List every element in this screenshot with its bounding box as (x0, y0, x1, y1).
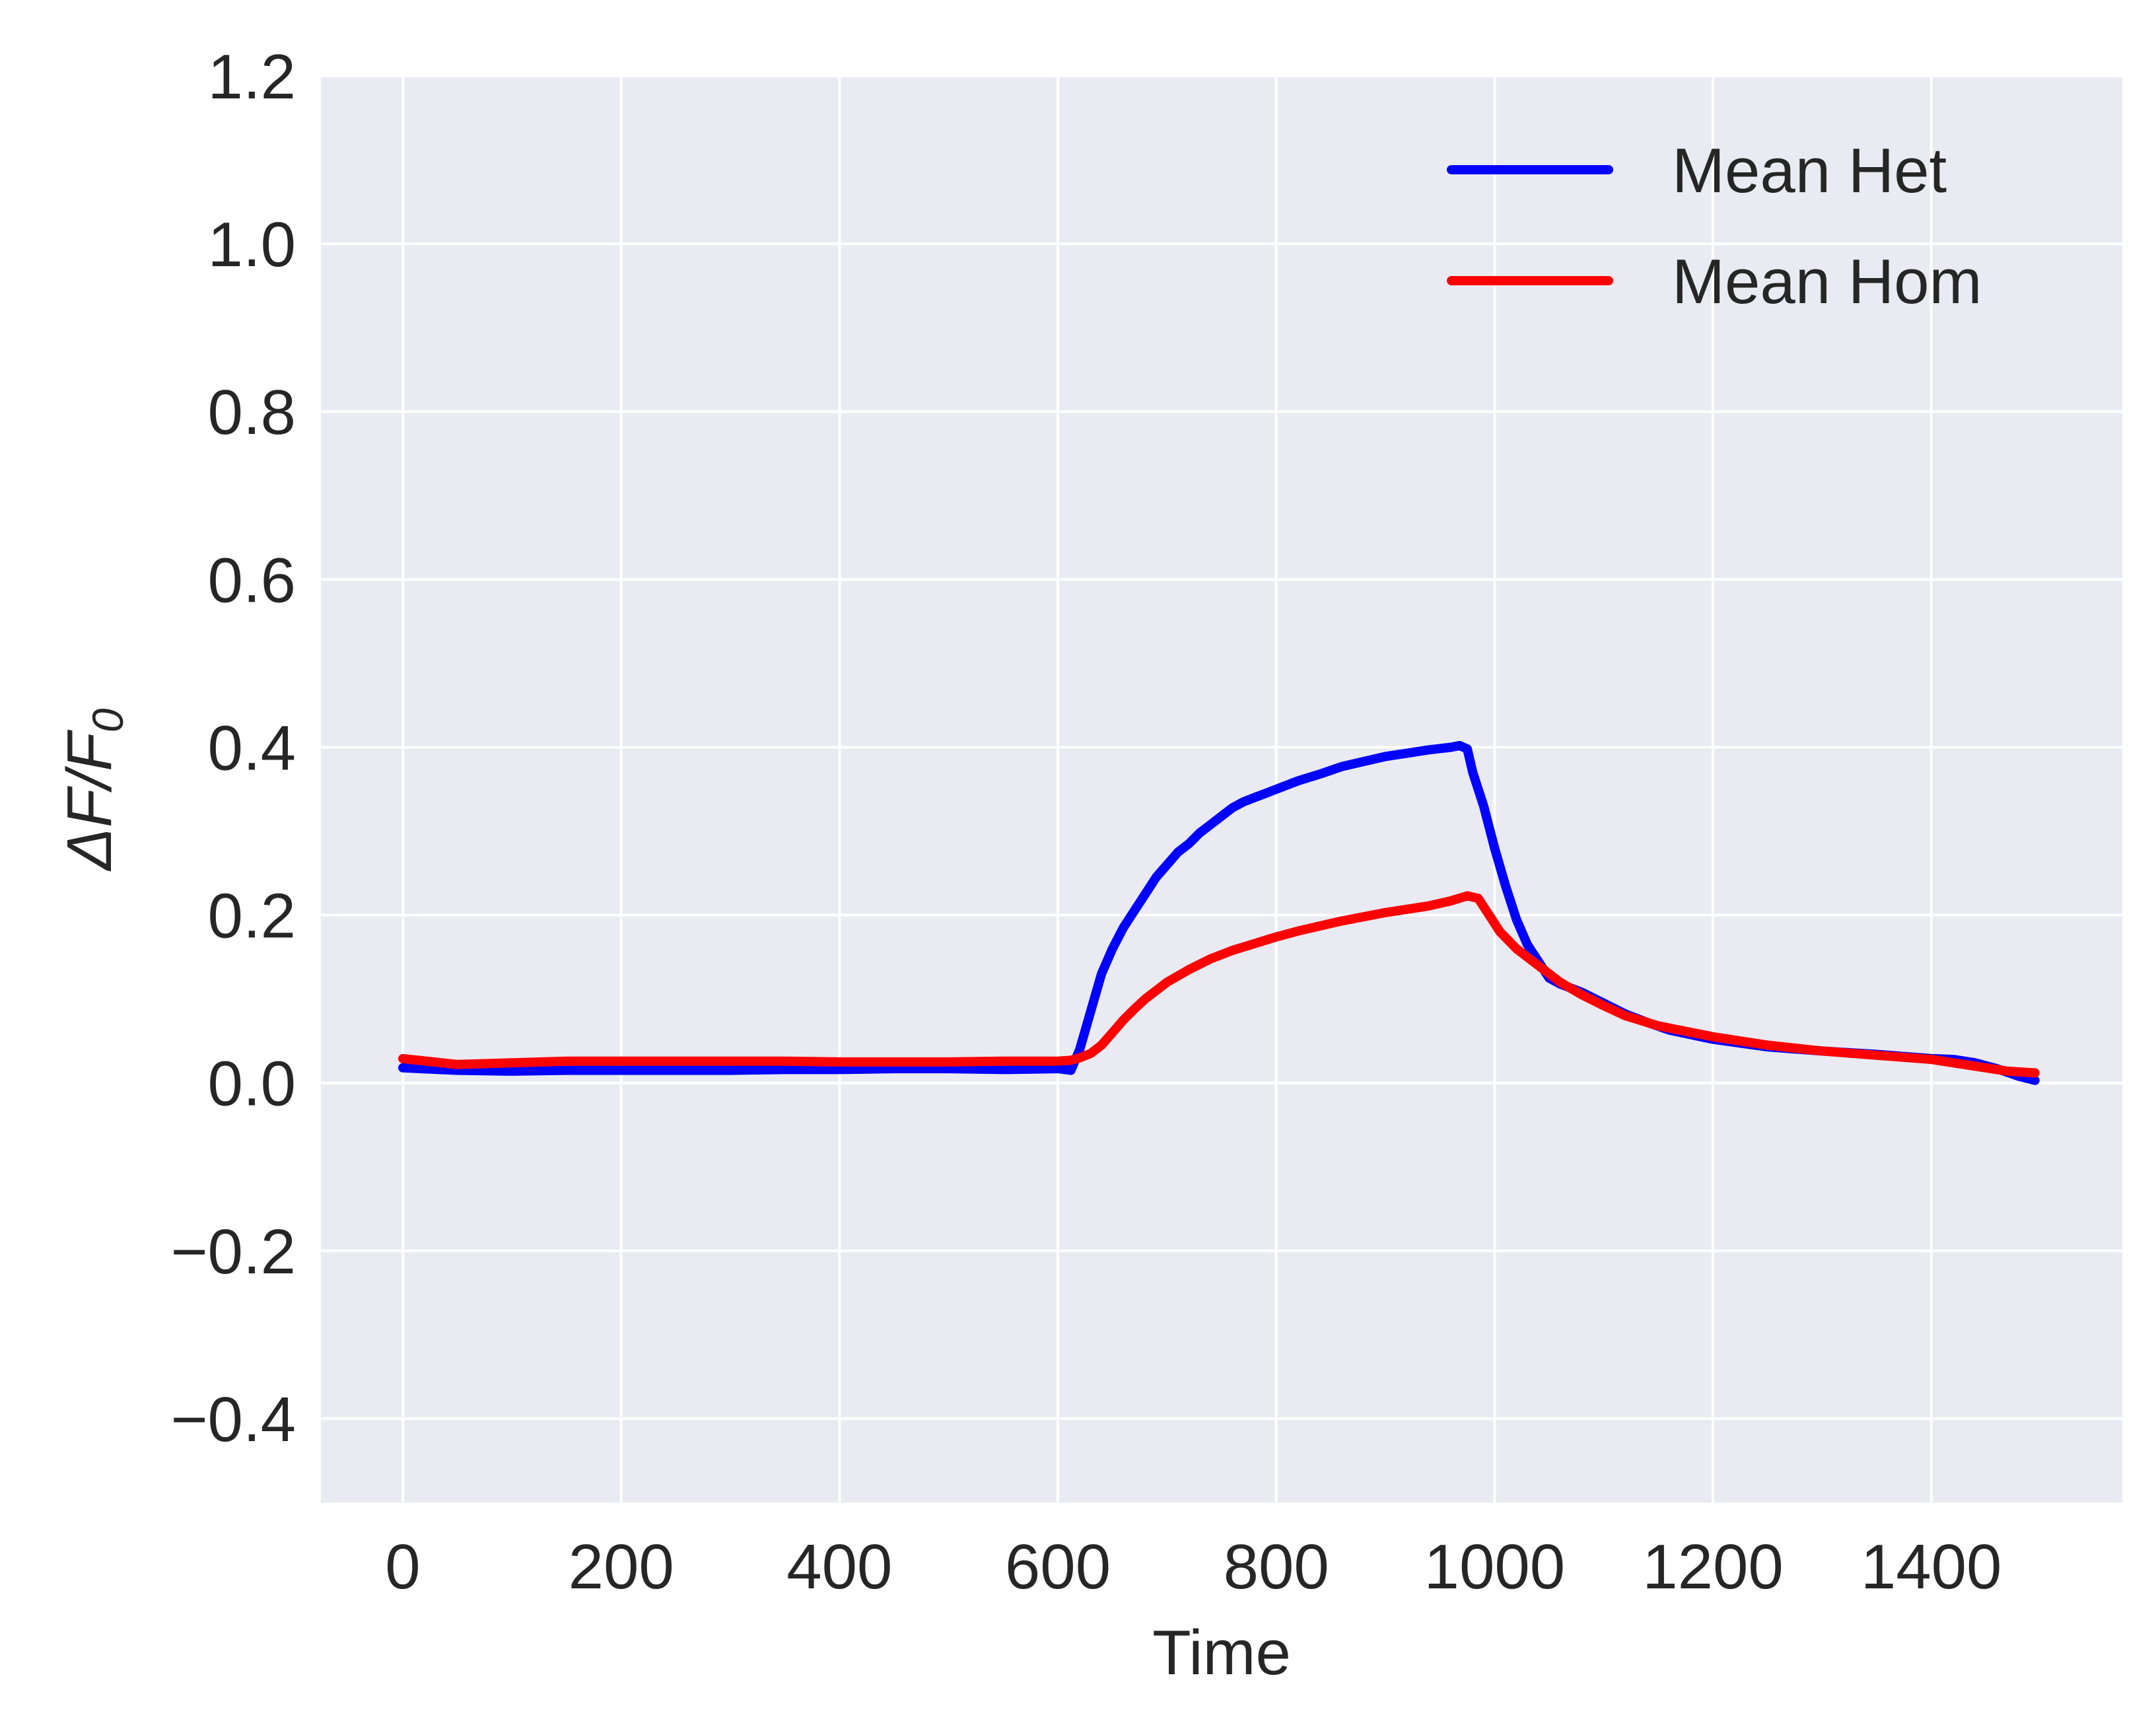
x-tick-label: 800 (1224, 1532, 1329, 1602)
legend: Mean Het Mean Hom (1447, 135, 1982, 317)
y-tick-label: 1.2 (208, 42, 296, 112)
x-tick-labels: 0 200 400 600 800 1000 1200 1400 (385, 1532, 2001, 1602)
y-tick-label: 1.0 (208, 209, 296, 280)
y-tick-label: 0.0 (208, 1049, 296, 1119)
y-tick-label: 0.4 (208, 713, 296, 783)
y-gridlines (321, 75, 2122, 1420)
x-tick-label: 600 (1005, 1532, 1111, 1602)
y-tick-label: −0.2 (170, 1217, 296, 1287)
x-axis-label: Time (1152, 1617, 1291, 1688)
y-axis-label: ΔF/F0 (54, 708, 132, 871)
x-tick-label: 1200 (1642, 1532, 1784, 1602)
legend-label-mean-hom: Mean Hom (1672, 246, 1982, 317)
y-tick-label: 0.6 (208, 545, 296, 616)
x-tick-label: 200 (569, 1532, 674, 1602)
x-tick-label: 0 (385, 1532, 420, 1602)
legend-label-mean-het: Mean Het (1672, 135, 1947, 206)
svg-text:ΔF/F0: ΔF/F0 (54, 708, 132, 871)
y-tick-label: 0.2 (208, 881, 296, 952)
series-line-mean-hom (398, 891, 2040, 1078)
x-tick-label: 1000 (1424, 1532, 1566, 1602)
y-tick-label: −0.4 (170, 1384, 296, 1455)
x-tick-label: 1400 (1861, 1532, 2002, 1602)
y-tick-labels: −0.4 −0.2 0.0 0.2 0.4 0.6 0.8 1.0 1.2 (170, 42, 296, 1455)
x-gridlines (401, 76, 1933, 1503)
y-axis-label-subscript: 0 (83, 708, 132, 732)
series-layer (398, 740, 2040, 1085)
y-axis-label-base: ΔF/F (54, 729, 125, 872)
y-tick-label: 0.8 (208, 377, 296, 448)
x-tick-label: 400 (786, 1532, 892, 1602)
